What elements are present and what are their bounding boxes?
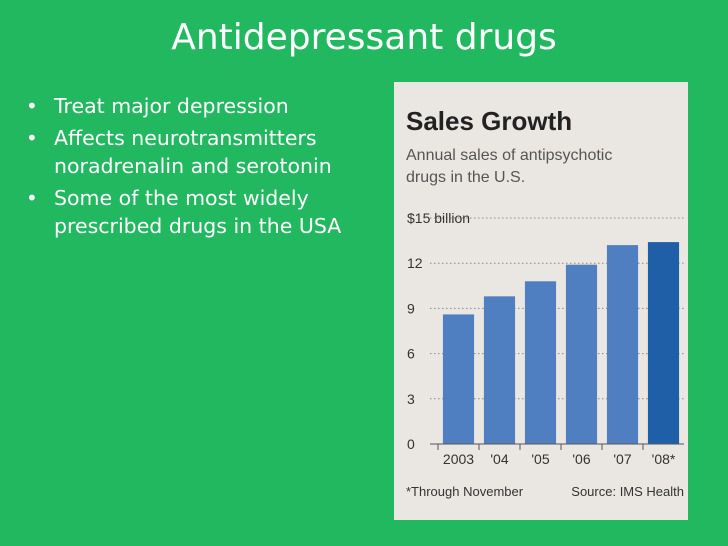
- bullet-text: prescribed drugs in the USA: [54, 214, 342, 238]
- bars: [442, 242, 680, 444]
- chart-footnote: *Through November: [406, 484, 524, 499]
- bullet-dot-icon: •: [26, 186, 38, 210]
- bullet-item: • Treat major depression: [24, 92, 384, 120]
- chart-source: Source: IMS Health: [571, 484, 684, 499]
- bullet-list: • Treat major depression • Affects neuro…: [24, 92, 384, 244]
- y-tick-label: 12: [407, 255, 423, 271]
- bullet-text: Affects neurotransmitters: [54, 126, 317, 150]
- bar: [647, 242, 680, 444]
- y-tick-label: 9: [407, 300, 415, 316]
- y-axis-ticks: 0 3 6 9 12 $15 billion: [407, 210, 470, 452]
- bullet-text: noradrenalin and serotonin: [54, 154, 332, 178]
- chart-subtitle: drugs in the U.S.: [406, 169, 525, 186]
- slide-title: Antidepressant drugs: [171, 17, 557, 58]
- chart-figure: Sales Growth Annual sales of antipsychot…: [394, 82, 688, 520]
- bar: [524, 281, 557, 444]
- bar: [565, 264, 598, 444]
- bar: [442, 314, 475, 444]
- bullet-text: Some of the most widely: [54, 186, 309, 210]
- sales-growth-chart: Sales Growth Annual sales of antipsychot…: [406, 106, 684, 499]
- bullet-item: • Some of the most widely prescribed dru…: [24, 184, 384, 240]
- x-tick-label: 2003: [443, 451, 474, 467]
- bullet-text: Treat major depression: [54, 94, 289, 118]
- bullet-dot-icon: •: [26, 126, 38, 150]
- bullet-dot-icon: •: [26, 94, 38, 118]
- x-axis-ticks: 2003 '04 '05 '06 '07 '08*: [437, 444, 676, 467]
- chart-subtitle: Annual sales of antipsychotic: [406, 147, 612, 164]
- x-tick-label: '07: [613, 451, 631, 467]
- y-tick-label: 6: [407, 346, 415, 362]
- x-tick-label: '06: [572, 451, 590, 467]
- bar: [606, 245, 639, 444]
- x-tick-label: '04: [490, 451, 508, 467]
- y-tick-label: 0: [407, 436, 415, 452]
- x-tick-label: '08*: [652, 451, 676, 467]
- chart-title: Sales Growth: [406, 106, 572, 136]
- bullet-item: • Affects neurotransmitters noradrenalin…: [24, 124, 384, 180]
- y-tick-label: $15 billion: [407, 210, 470, 226]
- x-tick-label: '05: [531, 451, 549, 467]
- bar: [483, 296, 516, 444]
- y-tick-label: 3: [407, 391, 415, 407]
